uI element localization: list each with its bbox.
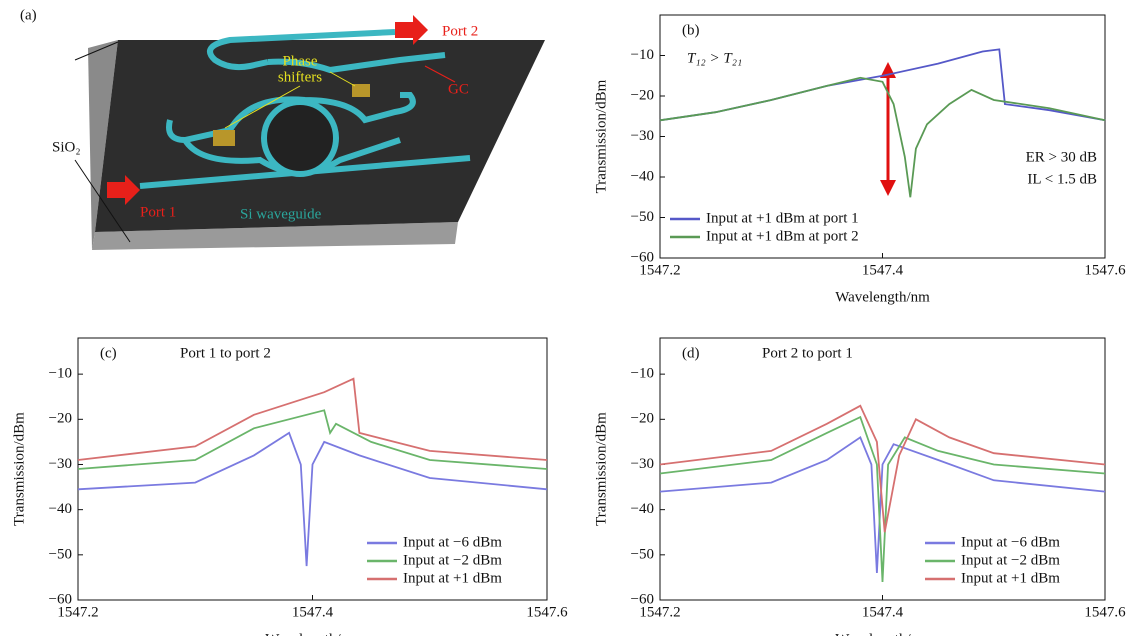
legend-label: Input at +1 dBm xyxy=(961,570,1060,586)
x-axis-label: Wavelength/nm xyxy=(835,631,930,636)
x-tick-label: 1547.6 xyxy=(1084,262,1126,278)
pointer xyxy=(224,85,301,129)
annotation: ER > 30 dB xyxy=(1026,149,1097,165)
legend-label: Input at −6 dBm xyxy=(961,534,1060,550)
y-tick-label: −20 xyxy=(631,87,654,103)
y-tick-label: −10 xyxy=(631,366,654,382)
pointer xyxy=(74,41,119,61)
y-tick-label: −30 xyxy=(631,128,654,144)
phase-shifter xyxy=(352,84,370,97)
slab-front xyxy=(92,222,458,250)
panel-a: (a) Port 2 SiO₂ Phase shifters GC Port 1… xyxy=(20,7,545,250)
y-tick-label: −50 xyxy=(631,546,654,562)
y-tick-label: −20 xyxy=(49,411,72,427)
phase-shifter xyxy=(213,130,235,146)
y-tick-label: −20 xyxy=(631,411,654,427)
y-tick-label: −60 xyxy=(631,249,654,265)
x-tick-label: 1547.2 xyxy=(639,604,680,620)
waveguide-label: Si waveguide xyxy=(240,206,322,222)
series-line xyxy=(659,404,1106,533)
annotation: IL < 1.5 dB xyxy=(1027,171,1097,187)
phase-label: Phase xyxy=(283,53,318,69)
pointer xyxy=(424,65,456,83)
series-line xyxy=(77,377,548,461)
x-tick-label: 1547.2 xyxy=(639,262,680,278)
y-axis-label: Transmission/dBm xyxy=(593,79,609,193)
panel-label: (d) xyxy=(682,345,700,361)
legend-label: Input at +1 dBm at port 2 xyxy=(706,228,859,244)
panel-label: (c) xyxy=(100,345,117,361)
legend-label: Input at +1 dBm at port 1 xyxy=(706,210,859,226)
phase-label: shifters xyxy=(278,69,322,85)
slab-side xyxy=(88,40,118,250)
panel-label: (b) xyxy=(682,22,700,38)
series-line xyxy=(77,431,548,567)
panel-title: Port 1 to port 2 xyxy=(180,345,271,361)
x-tick-label: 1547.4 xyxy=(862,262,904,278)
y-tick-label: −50 xyxy=(631,209,654,225)
y-tick-label: −40 xyxy=(49,501,72,517)
waveguide xyxy=(207,29,396,71)
series-line xyxy=(77,409,548,470)
y-tick-label: −40 xyxy=(631,168,654,184)
y-tick-label: −30 xyxy=(631,456,654,472)
x-tick-label: 1547.6 xyxy=(1084,604,1126,620)
port2-label: Port 2 xyxy=(442,23,478,39)
series-line xyxy=(659,76,1106,198)
panel-title: T₁₂ > T₂₁ xyxy=(687,50,742,66)
y-tick-label: −10 xyxy=(631,47,654,63)
x-axis-label: Wavelength/nm xyxy=(835,289,930,305)
series-line xyxy=(659,415,1106,582)
er-arrow-head xyxy=(880,180,896,196)
legend-label: Input at −6 dBm xyxy=(403,534,502,550)
y-tick-label: −10 xyxy=(49,366,72,382)
legend-label: Input at +1 dBm xyxy=(403,570,502,586)
input-arrow xyxy=(107,175,140,205)
ring xyxy=(261,99,339,177)
x-tick-label: 1547.4 xyxy=(292,604,334,620)
y-tick-label: −30 xyxy=(49,456,72,472)
legend-label: Input at −2 dBm xyxy=(961,552,1060,568)
y-tick-label: −50 xyxy=(49,546,72,562)
panel-label: (a) xyxy=(20,7,37,23)
x-axis-label: Wavelength/nm xyxy=(265,631,360,636)
port1-label: Port 1 xyxy=(140,204,176,220)
waveguide xyxy=(267,52,446,74)
y-axis-label: Transmission/dBm xyxy=(593,412,609,526)
gc-label: GC xyxy=(448,81,469,97)
y-axis-label: Transmission/dBm xyxy=(11,412,27,526)
y-tick-label: −40 xyxy=(631,501,654,517)
y-tick-label: −60 xyxy=(49,591,72,607)
output-arrow xyxy=(395,15,428,45)
pointer xyxy=(329,71,356,87)
legend-label: Input at −2 dBm xyxy=(403,552,502,568)
y-tick-label: −60 xyxy=(631,591,654,607)
x-tick-label: 1547.4 xyxy=(862,604,904,620)
x-tick-label: 1547.2 xyxy=(57,604,98,620)
series-line xyxy=(659,436,1106,573)
x-tick-label: 1547.6 xyxy=(526,604,568,620)
pointer xyxy=(74,159,131,243)
sio2-label: SiO₂ xyxy=(52,139,81,155)
panel-title: Port 2 to port 1 xyxy=(762,345,853,361)
